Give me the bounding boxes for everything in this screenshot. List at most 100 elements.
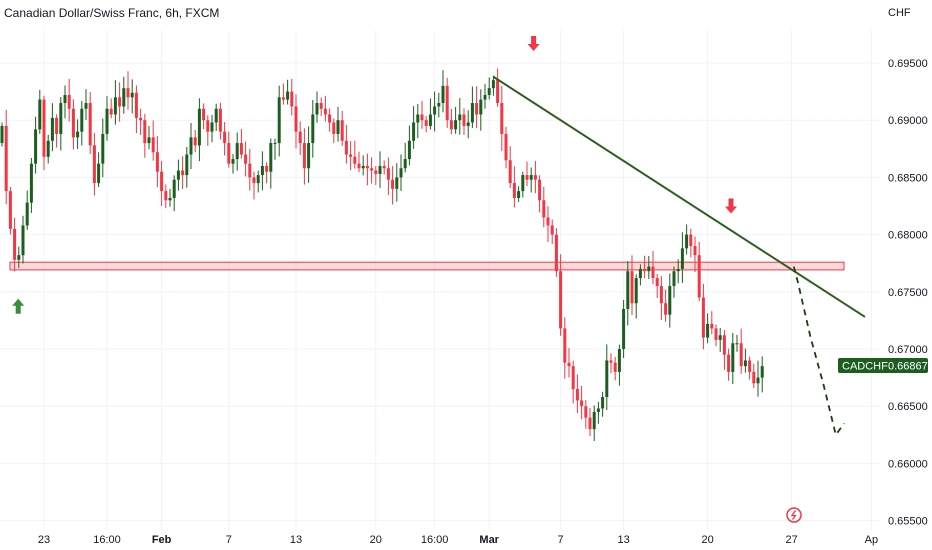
- candle: [168, 189, 172, 207]
- candle: [286, 79, 290, 105]
- candle: [29, 157, 33, 213]
- x-axis: 23 16:00 Feb 7 13 20 16:00 Mar 7 13 20 27 Ap: [38, 534, 878, 546]
- candle: [718, 328, 722, 352]
- candle: [248, 148, 252, 191]
- candle: [647, 256, 651, 280]
- candle: [357, 151, 361, 173]
- candle: [529, 167, 533, 193]
- candle: [214, 103, 218, 131]
- candle: [567, 348, 571, 378]
- candle: [588, 408, 592, 437]
- candle: [344, 124, 348, 164]
- annotations: [12, 36, 866, 437]
- candle: [319, 97, 323, 117]
- candle: [260, 151, 264, 191]
- candle: [223, 122, 227, 156]
- candle: [575, 374, 579, 414]
- candle: [227, 131, 231, 168]
- candle: [361, 155, 365, 176]
- candle: [546, 206, 550, 242]
- arrow-up-icon: [12, 298, 25, 314]
- candle: [4, 109, 8, 205]
- candle: [596, 401, 600, 424]
- candle: [34, 116, 38, 174]
- candle: [290, 78, 294, 116]
- candle: [281, 83, 285, 105]
- candle: [592, 405, 596, 442]
- projection-path: [792, 266, 845, 437]
- candle: [504, 126, 508, 169]
- x-tick-label: 13: [617, 534, 629, 546]
- candle: [160, 160, 164, 207]
- candle: [538, 175, 542, 213]
- candle: [269, 138, 273, 189]
- y-tick-label: 0.67000: [888, 344, 928, 356]
- candle: [706, 313, 710, 344]
- x-tick-label: 20: [701, 534, 713, 546]
- symbol-label: CADCHF: [842, 361, 888, 373]
- candle: [454, 106, 458, 134]
- candle: [412, 106, 416, 149]
- candle: [479, 89, 483, 131]
- candle: [252, 171, 256, 200]
- candle: [449, 108, 453, 135]
- x-tick-label: 7: [226, 534, 232, 546]
- y-tick-label: 0.67500: [888, 287, 928, 299]
- candle: [172, 175, 176, 212]
- candle: [151, 120, 155, 161]
- candle: [235, 132, 239, 171]
- x-tick-label: 23: [38, 534, 50, 546]
- x-tick-label: Feb: [152, 534, 172, 546]
- candle: [500, 85, 504, 152]
- candles: [0, 68, 764, 442]
- candle: [298, 121, 302, 156]
- candle: [55, 114, 59, 148]
- y-tick-label: 0.68000: [888, 230, 928, 242]
- candle: [101, 118, 105, 178]
- candle: [185, 146, 189, 188]
- x-tick-label: 27: [785, 534, 797, 546]
- candle: [302, 128, 306, 185]
- candle: [353, 140, 357, 169]
- candle: [239, 129, 243, 159]
- candle: [559, 254, 563, 336]
- candle: [685, 224, 689, 255]
- x-tick-label: 16:00: [93, 534, 121, 546]
- candle: [328, 108, 332, 132]
- candle: [244, 141, 248, 177]
- candle: [735, 334, 739, 352]
- candle: [525, 161, 529, 186]
- candle: [46, 134, 50, 164]
- candle: [0, 122, 4, 147]
- candle: [714, 324, 718, 347]
- candle: [517, 186, 521, 202]
- candle: [752, 363, 756, 389]
- candle: [294, 94, 298, 149]
- candle: [668, 273, 672, 328]
- candle: [676, 259, 680, 284]
- y-tick-label: 0.66500: [888, 401, 928, 413]
- candle: [71, 99, 75, 150]
- x-tick-label: Ap: [865, 534, 878, 546]
- candle: [626, 261, 630, 326]
- last-price-tag: CADCHF 0.66867: [838, 358, 928, 373]
- candle: [441, 70, 445, 113]
- candle: [122, 76, 126, 114]
- candle: [189, 123, 193, 170]
- candle: [743, 348, 747, 373]
- tradingview-logo-icon[interactable]: [786, 507, 802, 523]
- y-axis: 0.69500 0.69000 0.68500 0.68000 0.67500 0.670…: [888, 58, 928, 528]
- candle: [307, 126, 311, 183]
- candle: [277, 85, 281, 157]
- candle: [206, 115, 210, 146]
- candle: [680, 232, 684, 283]
- candle: [143, 114, 147, 158]
- candle: [407, 125, 411, 166]
- support-zone: [9, 261, 845, 271]
- candle: [92, 132, 96, 196]
- candle: [311, 99, 315, 158]
- candle: [181, 156, 185, 189]
- candle: [470, 86, 474, 128]
- candle: [655, 273, 659, 298]
